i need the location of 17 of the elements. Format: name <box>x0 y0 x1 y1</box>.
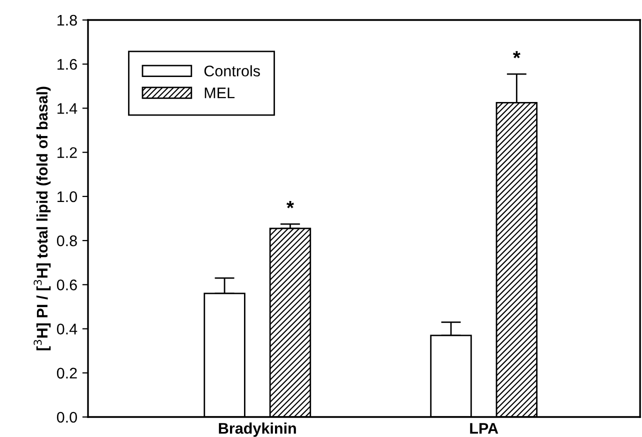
y-tick-label: 0.2 <box>56 368 77 379</box>
y-axis-title: [$^{3}$H] PI / [$^{3}$H] total lipid (fold of basal) <box>34 86 51 350</box>
y-tick-label: 1.6 <box>58 58 77 70</box>
y-tick-label: 0.8 <box>56 235 77 246</box>
x-tick-label: LPA <box>470 423 498 434</box>
legend-label: MEL <box>204 88 235 98</box>
legend-label: Controls <box>204 65 260 76</box>
y-tick-label: 1.8 <box>58 14 77 26</box>
annotation: * <box>512 51 520 58</box>
annotation: * <box>286 201 294 208</box>
x-tick-label: Bradykinin <box>218 422 296 437</box>
y-tick-label: 0.6 <box>56 280 77 290</box>
y-tick-label: 1.2 <box>58 147 77 158</box>
text: 0.0 <box>56 412 77 423</box>
text: 1.0 <box>58 191 77 202</box>
y-tick-label: 1.4 <box>58 103 78 114</box>
y-tick-label: 0.4 <box>56 324 78 334</box>
